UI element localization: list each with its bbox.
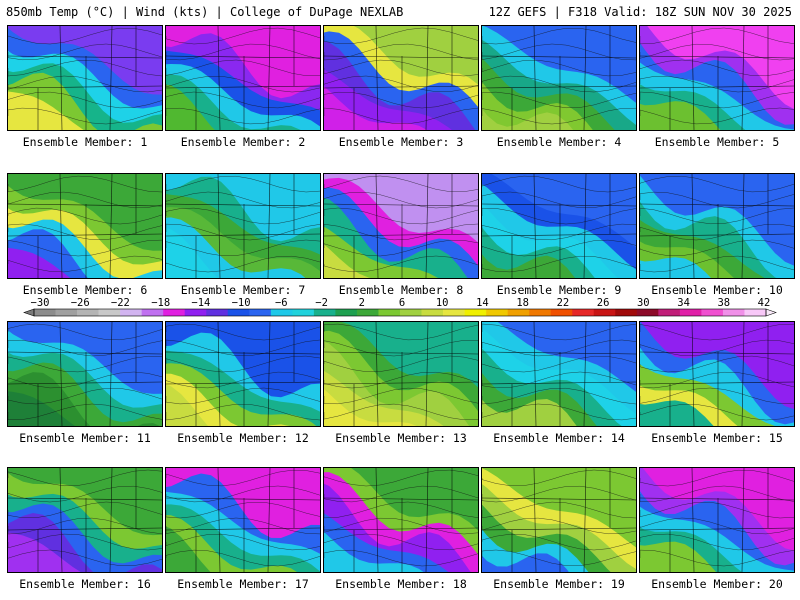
color-scale-swatch — [270, 309, 293, 316]
ensemble-map-3 — [323, 25, 479, 131]
ensemble-member-label: Ensemble Member: 5 — [654, 135, 780, 149]
ensemble-member-label: Ensemble Member: 1 — [22, 135, 148, 149]
color-scale-swatch — [701, 309, 724, 316]
ensemble-member-label: Ensemble Member: 19 — [493, 577, 625, 591]
color-scale-bar — [23, 308, 777, 317]
color-scale-tick-label: −10 — [231, 297, 251, 309]
color-scale-swatch — [529, 309, 552, 316]
ensemble-map-8 — [323, 173, 479, 279]
color-scale-tick-label: 14 — [476, 297, 489, 309]
color-scale-swatch — [34, 309, 56, 316]
ensemble-member-label: Ensemble Member: 15 — [651, 431, 783, 445]
ensemble-member-label: Ensemble Member: 7 — [180, 283, 306, 297]
color-scale-tick-label: −14 — [191, 297, 211, 309]
ensemble-member-label: Ensemble Member: 17 — [177, 577, 309, 591]
color-scale-tick-label: 30 — [636, 297, 650, 309]
color-scale-swatch — [421, 309, 444, 316]
ensemble-map-16 — [7, 467, 163, 573]
ensemble-map-13 — [323, 321, 479, 427]
color-scale-tick-label: 38 — [717, 297, 731, 309]
ensemble-member-label: Ensemble Member: 12 — [177, 431, 309, 445]
color-scale-tick-label: 6 — [398, 297, 406, 309]
color-scale-swatch — [77, 309, 99, 316]
color-scale-swatch — [163, 309, 186, 316]
color-scale-tick-label: −6 — [274, 297, 288, 309]
color-scale-swatch — [400, 309, 422, 316]
ensemble-member-label: Ensemble Member: 13 — [335, 431, 467, 445]
color-scale-swatch — [335, 309, 358, 316]
ensemble-map-11 — [7, 321, 163, 427]
color-scale-swatch — [636, 309, 659, 316]
ensemble-map-5 — [639, 25, 795, 131]
ensemble-member-label: Ensemble Member: 3 — [338, 135, 464, 149]
ensemble-map-20 — [639, 467, 795, 573]
color-scale-swatch — [98, 309, 121, 316]
ensemble-member-label: Ensemble Member: 2 — [180, 135, 306, 149]
color-scale-swatch — [249, 309, 272, 316]
color-scale-tick-label: 34 — [677, 297, 690, 309]
header-title: 850mb Temp (°C) | Wind (kts) | College o… — [6, 5, 404, 19]
ensemble-member-label: Ensemble Member: 14 — [493, 431, 625, 445]
color-scale-min-arrow — [23, 308, 35, 317]
header-valid-time: 12Z GEFS | F318 Valid: 18Z SUN NOV 30 20… — [488, 5, 792, 19]
color-scale-swatch — [464, 309, 487, 316]
color-scale-swatch — [744, 309, 767, 316]
color-scale-swatch — [227, 309, 250, 316]
color-scale-swatch — [141, 309, 164, 316]
color-scale-tick-label: 22 — [556, 297, 570, 309]
color-scale-swatch — [120, 309, 142, 316]
ensemble-map-10 — [639, 173, 795, 279]
ensemble-map-17 — [165, 467, 321, 573]
color-scale-swatch — [206, 309, 229, 316]
ensemble-member-label: Ensemble Member: 16 — [19, 577, 151, 591]
color-scale-swatch — [615, 309, 638, 316]
ensemble-member-label: Ensemble Member: 8 — [338, 283, 464, 297]
ensemble-member-label: Ensemble Member: 10 — [651, 283, 783, 297]
color-scale-tick-label: 18 — [516, 297, 530, 309]
ensemble-map-4 — [481, 25, 637, 131]
color-scale-tick-label: 2 — [358, 297, 365, 309]
ensemble-map-12 — [165, 321, 321, 427]
color-scale-max-arrow — [765, 308, 777, 317]
color-scale-tick-label: −18 — [151, 297, 171, 309]
ensemble-member-label: Ensemble Member: 20 — [651, 577, 783, 591]
color-scale-tick-label: 42 — [757, 297, 771, 309]
color-scale-swatch — [184, 309, 207, 316]
color-scale-swatch — [550, 309, 573, 316]
color-scale-swatch — [658, 309, 681, 316]
ensemble-member-label: Ensemble Member: 11 — [19, 431, 151, 445]
ensemble-map-9 — [481, 173, 637, 279]
color-scale-swatch — [313, 309, 336, 316]
color-scale-swatch — [679, 309, 702, 316]
color-scale-tick-label: −2 — [315, 297, 328, 309]
color-scale-swatch — [507, 309, 530, 316]
color-scale-tick-label: 26 — [596, 297, 610, 309]
color-scale-swatch — [593, 309, 616, 316]
color-scale-tick-label: −26 — [70, 297, 90, 309]
ensemble-map-19 — [481, 467, 637, 573]
ensemble-member-label: Ensemble Member: 6 — [22, 283, 148, 297]
color-scale-swatch — [356, 309, 379, 316]
color-scale-swatch — [55, 309, 78, 316]
ensemble-map-7 — [165, 173, 321, 279]
ensemble-map-6 — [7, 173, 163, 279]
color-scale-swatch — [292, 309, 315, 316]
ensemble-member-label: Ensemble Member: 18 — [335, 577, 467, 591]
ensemble-map-2 — [165, 25, 321, 131]
ensemble-member-label: Ensemble Member: 4 — [496, 135, 622, 149]
color-scale-swatch — [722, 309, 745, 316]
color-scale-tick-label: 10 — [435, 297, 449, 309]
ensemble-map-15 — [639, 321, 795, 427]
ensemble-member-label: Ensemble Member: 9 — [496, 283, 622, 297]
ensemble-map-14 — [481, 321, 637, 427]
color-scale-swatch — [378, 309, 401, 316]
color-scale-tick-label: −30 — [30, 297, 50, 309]
color-scale-tick-label: −22 — [110, 297, 130, 309]
color-scale-swatch — [486, 309, 508, 316]
color-scale-swatch — [572, 309, 595, 316]
ensemble-map-18 — [323, 467, 479, 573]
ensemble-map-1 — [7, 25, 163, 131]
color-scale-swatch — [443, 309, 465, 316]
